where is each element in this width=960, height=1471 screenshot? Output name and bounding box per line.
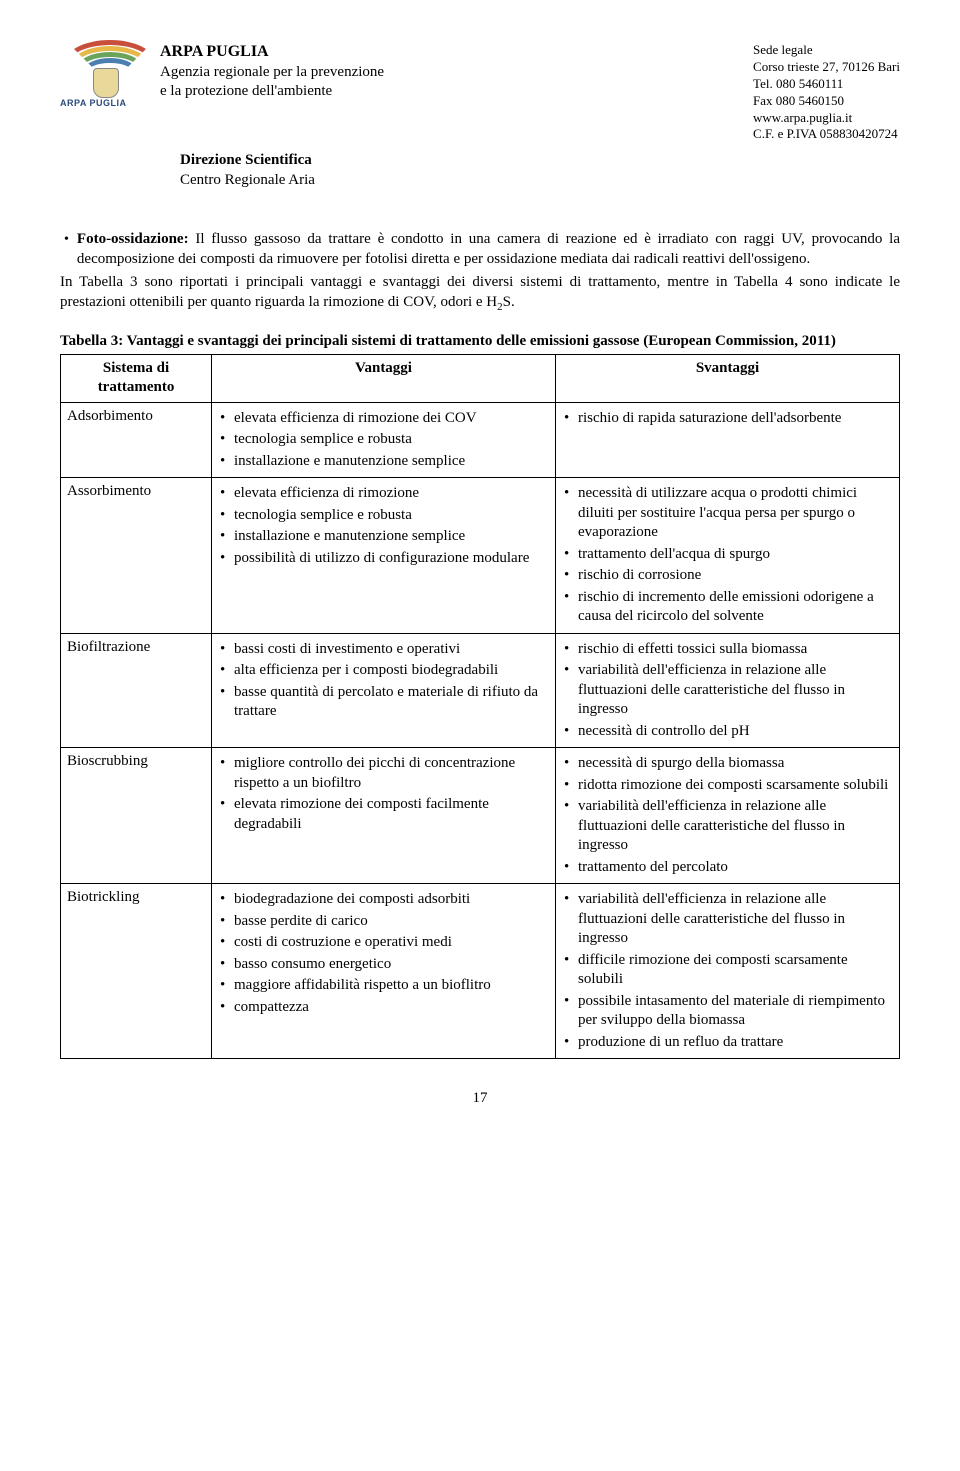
list-item: rischio di rapida saturazione dell'adsor… [562, 409, 893, 429]
table-row: Adsorbimentoelevata efficienza di rimozi… [61, 402, 900, 478]
page-header: ARPA PUGLIA ARPA PUGLIA Agenzia regional… [60, 40, 900, 143]
cell-svantaggi: rischio di rapida saturazione dell'adsor… [556, 402, 900, 478]
list-item: necessità di controllo del pH [562, 722, 893, 742]
list-item: installazione e manutenzione semplice [218, 452, 549, 472]
cell-sistema: Bioscrubbing [61, 748, 212, 884]
list-item: maggiore affidabilità rispetto a un biof… [218, 976, 549, 996]
list-item: basse quantità di percolato e materiale … [218, 683, 549, 722]
list-item: elevata efficienza di rimozione [218, 484, 549, 504]
list-item: compattezza [218, 998, 549, 1018]
list-item: rischio di effetti tossici sulla biomass… [562, 640, 893, 660]
bullet-label: Foto-ossidazione: [77, 231, 189, 247]
arpa-logo-icon: ARPA PUGLIA [60, 40, 150, 115]
list-item: ridotta rimozione dei composti scarsamen… [562, 776, 893, 796]
cell-sistema: Biofiltrazione [61, 633, 212, 748]
list-item: tecnologia semplice e robusta [218, 506, 549, 526]
org-line2: e la protezione dell'ambiente [160, 82, 384, 102]
list-item: basso consumo energetico [218, 955, 549, 975]
list-item: difficile rimozione dei composti scarsam… [562, 951, 893, 990]
cell-svantaggi: variabilità dell'efficienza in relazione… [556, 884, 900, 1059]
list-item: installazione e manutenzione semplice [218, 527, 549, 547]
list-item: possibilità di utilizzo di configurazion… [218, 549, 549, 569]
header-left: ARPA PUGLIA ARPA PUGLIA Agenzia regional… [60, 40, 384, 115]
direzione-title: Direzione Scientifica [180, 151, 900, 171]
th-vantaggi: Vantaggi [212, 354, 556, 402]
address: Corso trieste 27, 70126 Bari [753, 59, 900, 76]
org-line1: Agenzia regionale per la prevenzione [160, 63, 384, 83]
bullet-text: Il flusso gassoso da trattare è condotto… [77, 231, 900, 267]
table-row: Biofiltrazionebassi costi di investiment… [61, 633, 900, 748]
list-item: biodegradazione dei composti adsorbiti [218, 890, 549, 910]
table-header-row: Sistema di trattamento Vantaggi Svantagg… [61, 354, 900, 402]
org-name: ARPA PUGLIA [160, 42, 384, 63]
header-right: Sede legale Corso trieste 27, 70126 Bari… [753, 40, 900, 143]
list-item: variabilità dell'efficienza in relazione… [562, 797, 893, 856]
logo-text: ARPA PUGLIA [60, 98, 127, 110]
para1-text: In Tabella 3 sono riportati i principali… [60, 274, 900, 310]
para1-tail: S. [503, 294, 515, 310]
list-item: bassi costi di investimento e operativi [218, 640, 549, 660]
table-row: Assorbimentoelevata efficienza di rimozi… [61, 478, 900, 634]
list-item: variabilità dell'efficienza in relazione… [562, 661, 893, 720]
cell-vantaggi: elevata efficienza di rimozione dei COVt… [212, 402, 556, 478]
list-item: necessità di utilizzare acqua o prodotti… [562, 484, 893, 543]
direzione-sub: Centro Regionale Aria [180, 171, 900, 191]
list-item: produzione di un refluo da trattare [562, 1033, 893, 1053]
list-item: trattamento del percolato [562, 858, 893, 878]
paragraph-tabella-intro: In Tabella 3 sono riportati i principali… [60, 273, 900, 314]
table-caption: Tabella 3: Vantaggi e svantaggi dei prin… [60, 332, 900, 352]
list-item: basse perdite di carico [218, 912, 549, 932]
table-row: Biotricklingbiodegradazione dei composti… [61, 884, 900, 1059]
list-item: rischio di incremento delle emissioni od… [562, 588, 893, 627]
list-item: tecnologia semplice e robusta [218, 430, 549, 450]
list-item: costi di costruzione e operativi medi [218, 933, 549, 953]
cell-svantaggi: necessità di utilizzare acqua o prodotti… [556, 478, 900, 634]
cell-svantaggi: rischio di effetti tossici sulla biomass… [556, 633, 900, 748]
piva: C.F. e P.IVA 058830420724 [753, 126, 900, 143]
page-number: 17 [60, 1089, 900, 1109]
direzione-block: Direzione Scientifica Centro Regionale A… [180, 151, 900, 190]
table-body: Adsorbimentoelevata efficienza di rimozi… [61, 402, 900, 1059]
cell-vantaggi: elevata efficienza di rimozionetecnologi… [212, 478, 556, 634]
foto-ossidazione-bullet: • Foto-ossidazione: Il flusso gassoso da… [60, 230, 900, 269]
cell-sistema: Adsorbimento [61, 402, 212, 478]
cell-vantaggi: biodegradazione dei composti adsorbitiba… [212, 884, 556, 1059]
th-sistema: Sistema di trattamento [61, 354, 212, 402]
cell-sistema: Assorbimento [61, 478, 212, 634]
list-item: alta efficienza per i composti biodegrad… [218, 661, 549, 681]
list-item: variabilità dell'efficienza in relazione… [562, 890, 893, 949]
vantaggi-svantaggi-table: Sistema di trattamento Vantaggi Svantagg… [60, 354, 900, 1060]
cell-svantaggi: necessità di spurgo della biomassaridott… [556, 748, 900, 884]
list-item: trattamento dell'acqua di spurgo [562, 545, 893, 565]
list-item: elevata efficienza di rimozione dei COV [218, 409, 549, 429]
bullet-dot-icon: • [64, 230, 69, 250]
web: www.arpa.puglia.it [753, 110, 900, 127]
list-item: rischio di corrosione [562, 566, 893, 586]
cell-vantaggi: migliore controllo dei picchi di concent… [212, 748, 556, 884]
sede-label: Sede legale [753, 42, 900, 59]
org-block: ARPA PUGLIA Agenzia regionale per la pre… [160, 40, 384, 102]
fax: Fax 080 5460150 [753, 93, 900, 110]
table-row: Bioscrubbingmigliore controllo dei picch… [61, 748, 900, 884]
list-item: migliore controllo dei picchi di concent… [218, 754, 549, 793]
cell-vantaggi: bassi costi di investimento e operativia… [212, 633, 556, 748]
list-item: necessità di spurgo della biomassa [562, 754, 893, 774]
cell-sistema: Biotrickling [61, 884, 212, 1059]
tel: Tel. 080 5460111 [753, 76, 900, 93]
th-svantaggi: Svantaggi [556, 354, 900, 402]
list-item: possibile intasamento del materiale di r… [562, 992, 893, 1031]
list-item: elevata rimozione dei composti facilment… [218, 795, 549, 834]
